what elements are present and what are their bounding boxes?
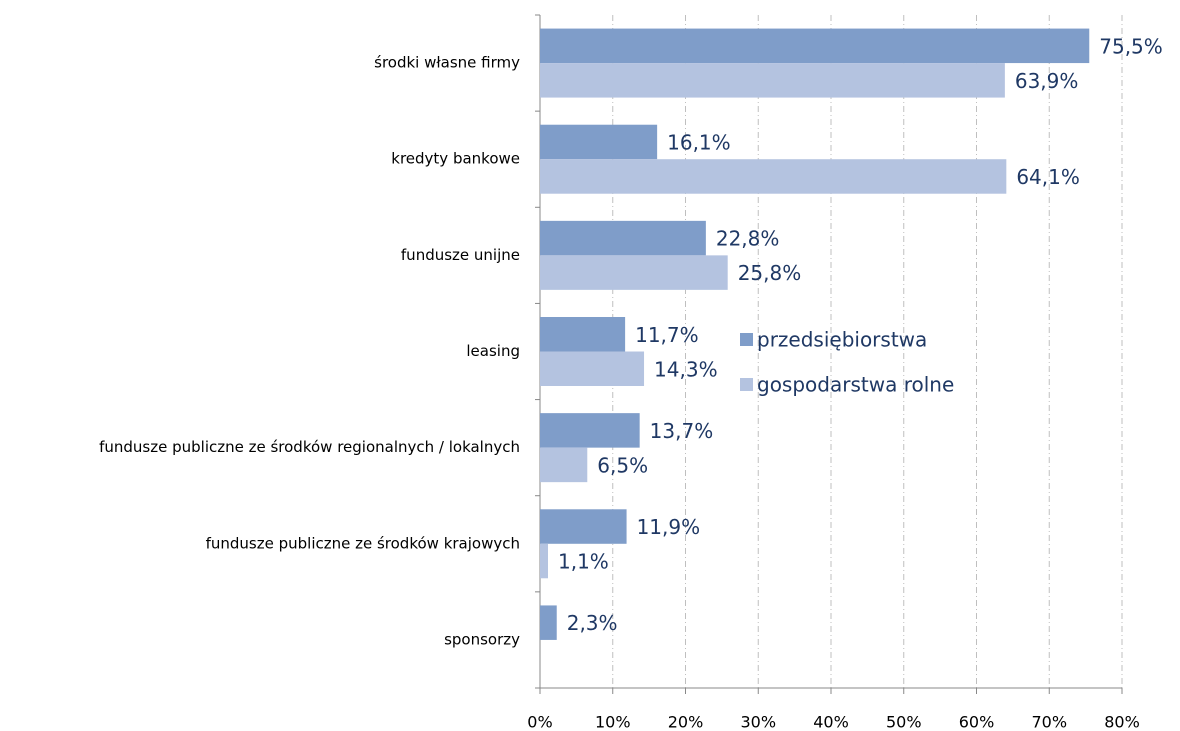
- bar: [540, 447, 588, 483]
- bar: [540, 124, 658, 160]
- value-label: 2,3%: [567, 611, 618, 635]
- category-label: fundusze unijne: [401, 246, 520, 264]
- category-label: środki własne firmy: [374, 54, 520, 72]
- x-tick-label: 30%: [740, 713, 776, 731]
- x-tick-label: 10%: [595, 713, 631, 731]
- value-label: 25,8%: [738, 261, 802, 285]
- bar: [540, 220, 706, 256]
- value-label: 6,5%: [597, 453, 648, 477]
- bar: [540, 63, 1005, 98]
- value-label: 63,9%: [1015, 69, 1079, 93]
- bar: [540, 605, 557, 640]
- category-label: sponsorzy: [444, 630, 520, 648]
- legend-swatch: [740, 333, 753, 346]
- category-label: kredyty bankowe: [391, 150, 520, 168]
- value-label: 64,1%: [1016, 165, 1080, 189]
- category-label: fundusze publiczne ze środków regionalny…: [99, 438, 520, 456]
- value-label: 1,1%: [558, 550, 609, 574]
- x-tick-label: 70%: [1031, 713, 1067, 731]
- x-tick-label: 20%: [668, 713, 704, 731]
- bar: [540, 413, 640, 448]
- bar: [540, 509, 627, 544]
- value-label: 22,8%: [716, 227, 780, 251]
- bar: [540, 159, 1007, 194]
- legend-swatch: [740, 378, 753, 391]
- x-tick-label: 0%: [527, 713, 552, 731]
- x-tick-label: 80%: [1104, 713, 1140, 731]
- value-label: 14,3%: [654, 357, 718, 381]
- bar: [540, 317, 626, 352]
- value-label: 11,9%: [637, 515, 701, 539]
- bar: [540, 543, 549, 579]
- x-tick-label: 60%: [959, 713, 995, 731]
- value-label: 75,5%: [1099, 34, 1163, 58]
- category-label: leasing: [466, 342, 520, 360]
- value-label: 16,1%: [667, 130, 731, 154]
- legend-label: przedsiębiorstwa: [757, 328, 927, 352]
- legend-label: gospodarstwa rolne: [757, 373, 954, 397]
- category-label: fundusze publiczne ze środków krajowych: [206, 534, 520, 552]
- bar: [540, 351, 645, 386]
- value-label: 11,7%: [635, 323, 699, 347]
- bar: [540, 255, 728, 290]
- x-tick-label: 50%: [886, 713, 922, 731]
- value-label: 13,7%: [650, 419, 714, 443]
- x-tick-label: 40%: [813, 713, 849, 731]
- bar: [540, 28, 1090, 64]
